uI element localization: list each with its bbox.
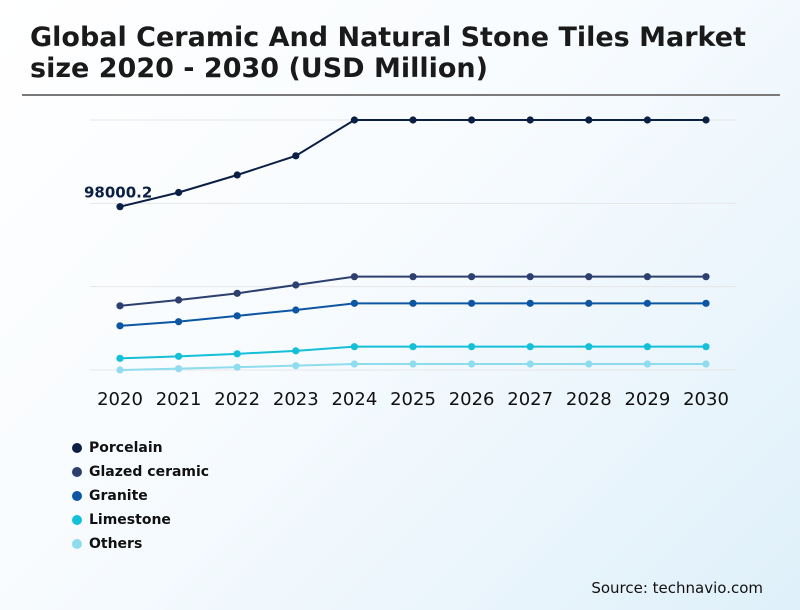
data-point-limestone <box>116 354 124 362</box>
legend-label-granite: Granite <box>89 488 148 504</box>
data-point-porcelain <box>175 188 183 197</box>
data-point-porcelain <box>350 116 358 124</box>
legend-marker-limestone <box>72 515 82 525</box>
data-point-limestone <box>292 347 300 355</box>
data-point-porcelain <box>702 116 710 124</box>
source-credit: Source: technavio.com <box>591 579 763 597</box>
data-point-granite <box>350 299 358 307</box>
legend-marker-glazed-ceramic <box>72 467 82 477</box>
x-tick-label: 2029 <box>624 389 670 410</box>
x-tick-label: 2030 <box>683 389 729 410</box>
data-label: 98000.2 <box>84 184 152 202</box>
series-line-porcelain <box>119 119 706 208</box>
data-point-glazed-ceramic <box>643 273 652 281</box>
data-point-porcelain <box>643 116 652 124</box>
data-point-granite <box>175 318 183 326</box>
data-point-limestone <box>350 343 358 351</box>
data-point-granite <box>292 306 300 314</box>
data-point-glazed-ceramic <box>292 281 300 289</box>
legend-item-glazed-ceramic[interactable]: Glazed ceramic <box>72 460 209 484</box>
data-point-limestone <box>409 343 417 351</box>
data-point-others <box>292 362 300 370</box>
x-tick-label: 2026 <box>449 389 495 410</box>
x-tick-label: 2024 <box>331 389 377 410</box>
data-point-others <box>468 360 476 368</box>
data-point-others <box>585 360 593 368</box>
legend-marker-porcelain <box>72 443 82 453</box>
data-point-glazed-ceramic <box>585 273 593 281</box>
x-tick-label: 2023 <box>273 389 319 410</box>
data-point-others <box>643 360 652 368</box>
data-point-porcelain <box>409 116 417 124</box>
data-point-limestone <box>175 352 183 360</box>
data-point-glazed-ceramic <box>233 289 241 297</box>
legend-label-limestone: Limestone <box>89 512 171 528</box>
data-point-granite <box>702 299 710 307</box>
x-tick-label: 2021 <box>156 389 202 410</box>
data-point-granite <box>468 299 476 307</box>
legend-item-porcelain[interactable]: Porcelain <box>72 436 209 460</box>
data-point-granite <box>409 299 417 307</box>
data-point-glazed-ceramic <box>702 273 710 281</box>
data-point-porcelain <box>585 116 593 124</box>
data-point-limestone <box>643 343 652 351</box>
legend: Porcelain Glazed ceramic Granite Limesto… <box>72 436 209 556</box>
data-point-granite <box>643 299 652 307</box>
data-point-porcelain <box>116 203 124 211</box>
legend-item-others[interactable]: Others <box>72 532 209 556</box>
legend-item-limestone[interactable]: Limestone <box>72 508 209 532</box>
data-point-others <box>233 363 241 371</box>
data-point-others <box>526 360 534 368</box>
data-point-glazed-ceramic <box>526 273 534 281</box>
data-point-granite <box>116 322 124 330</box>
data-point-porcelain <box>468 116 476 124</box>
line-chart: 2020 2021 2022 2023 2024 2025 2026 2027 2028 2029… <box>84 116 736 410</box>
data-point-glazed-ceramic <box>468 273 476 281</box>
data-point-others <box>116 366 124 374</box>
legend-marker-granite <box>72 491 82 501</box>
legend-label-glazed-ceramic: Glazed ceramic <box>89 464 210 480</box>
legend-marker-others <box>72 539 82 549</box>
data-point-porcelain <box>526 116 534 124</box>
data-point-glazed-ceramic <box>409 273 417 281</box>
data-point-others <box>350 360 358 368</box>
x-tick-label: 2027 <box>507 389 553 410</box>
legend-item-granite[interactable]: Granite <box>72 484 209 508</box>
chart-title: Global Ceramic And Natural Stone Tiles M… <box>30 22 747 84</box>
data-point-glazed-ceramic <box>175 296 183 304</box>
x-tick-label: 2020 <box>97 389 143 410</box>
data-point-limestone <box>702 343 710 351</box>
data-point-porcelain <box>292 152 300 160</box>
data-point-limestone <box>233 350 241 358</box>
title-divider <box>22 94 780 96</box>
data-point-granite <box>585 299 593 307</box>
data-point-glazed-ceramic <box>350 273 358 281</box>
data-point-glazed-ceramic <box>116 302 124 310</box>
data-point-others <box>409 360 417 368</box>
x-tick-label: 2028 <box>566 389 612 410</box>
x-tick-label: 2022 <box>214 389 260 410</box>
legend-label-others: Others <box>89 536 143 552</box>
data-point-limestone <box>468 343 476 351</box>
data-point-others <box>175 365 183 373</box>
data-point-granite <box>233 312 241 320</box>
data-point-porcelain <box>233 171 241 179</box>
data-point-others <box>702 360 710 368</box>
x-tick-label: 2025 <box>390 389 436 410</box>
data-point-limestone <box>526 343 534 351</box>
data-point-limestone <box>585 343 593 351</box>
data-point-granite <box>526 299 534 307</box>
legend-label-porcelain: Porcelain <box>89 440 163 456</box>
